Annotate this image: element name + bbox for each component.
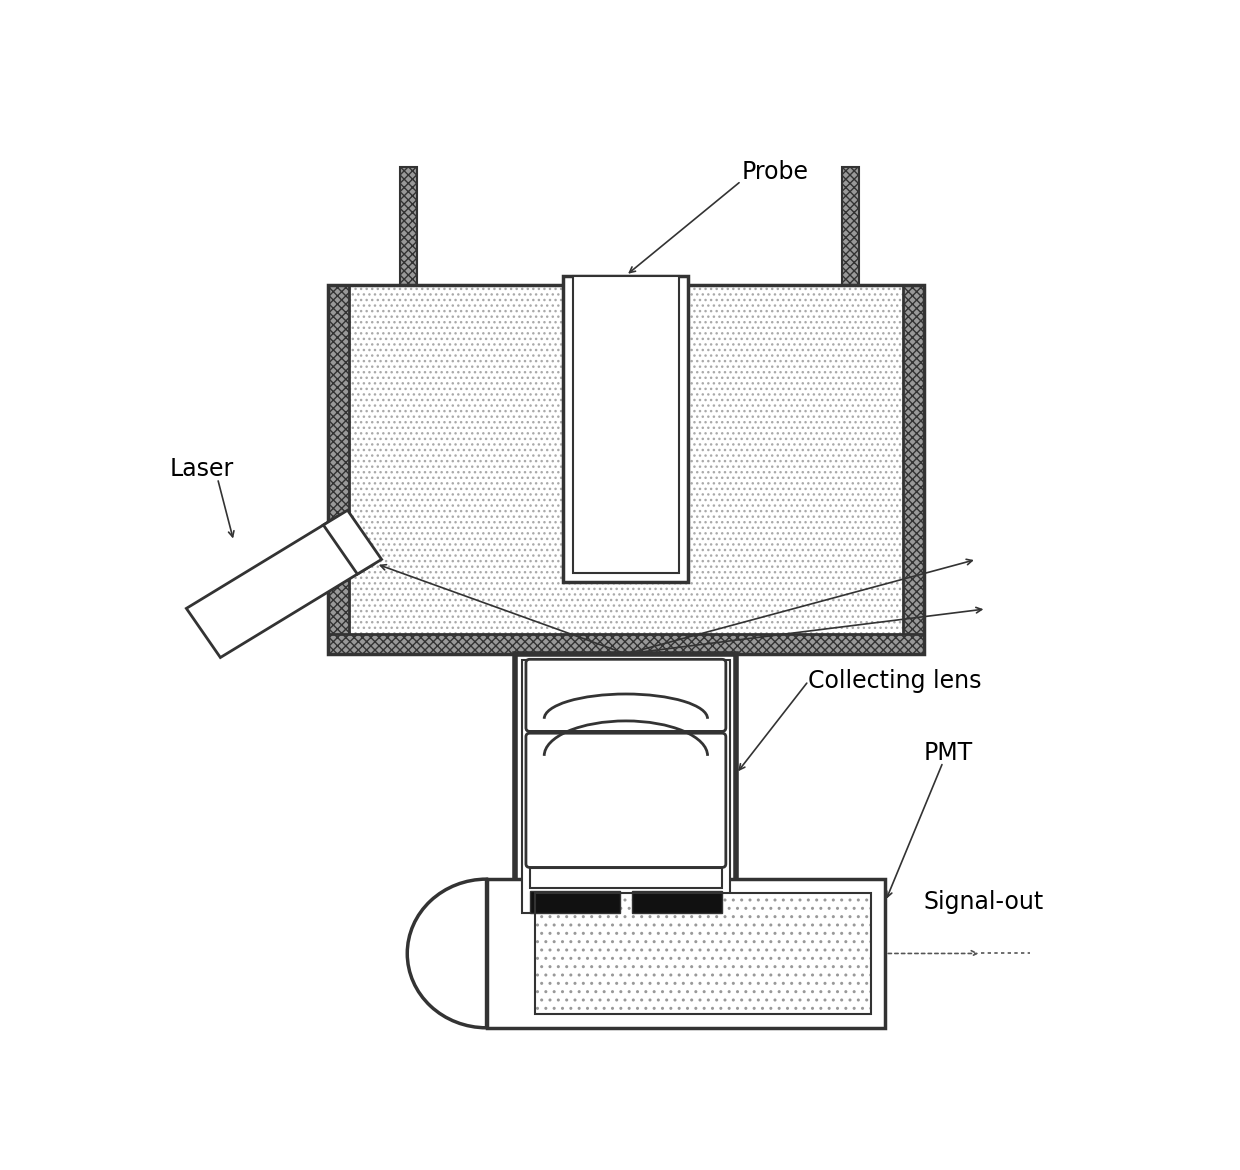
Bar [842, 167, 859, 284]
Bar [327, 284, 350, 654]
Bar [516, 654, 737, 920]
Bar [529, 890, 620, 914]
Bar [534, 893, 870, 1014]
Text: Laser: Laser [170, 457, 233, 481]
Text: Signal-out: Signal-out [924, 889, 1044, 914]
Bar [573, 276, 678, 573]
Bar [534, 893, 870, 1014]
FancyBboxPatch shape [526, 734, 725, 867]
Bar [522, 660, 729, 914]
FancyBboxPatch shape [526, 660, 725, 731]
Text: Probe: Probe [742, 160, 808, 184]
Text: Collecting lens: Collecting lens [808, 669, 982, 693]
Bar [401, 167, 418, 284]
Bar [327, 284, 924, 654]
Bar [350, 284, 903, 634]
Bar [601, 861, 655, 879]
Bar [486, 879, 885, 1027]
Bar [529, 868, 722, 888]
Polygon shape [186, 515, 373, 658]
Bar [631, 890, 722, 914]
Polygon shape [324, 510, 382, 574]
Bar [903, 284, 924, 654]
Bar [563, 276, 688, 581]
Bar [327, 634, 924, 654]
Text: PMT: PMT [924, 741, 973, 765]
Wedge shape [407, 879, 486, 1027]
